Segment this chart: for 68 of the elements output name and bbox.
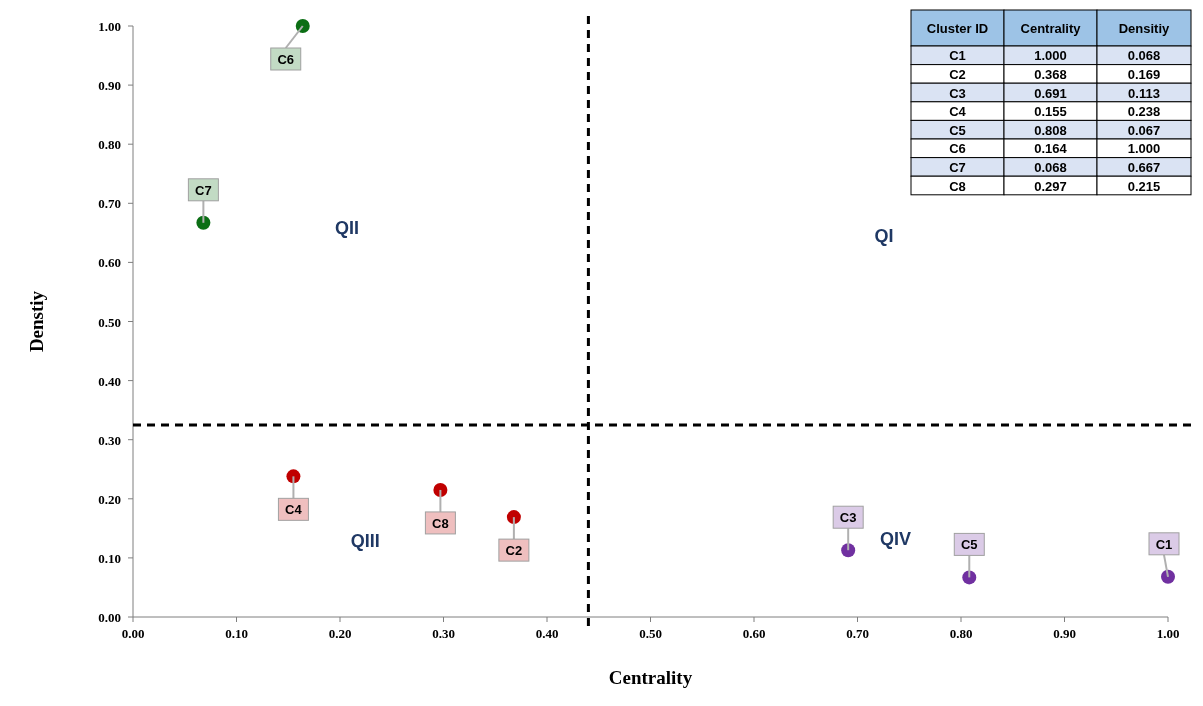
data-label: 0.155 (1034, 104, 1067, 120)
point (1161, 569, 1175, 584)
data-label: 0.215 (1127, 178, 1161, 194)
y-tick-label: 0.50 (98, 314, 121, 330)
x-tick-label: 0.70 (846, 626, 869, 641)
annotation: C1 (1155, 536, 1173, 552)
data-label: 0.169 (1127, 66, 1161, 82)
annotation: C3 (839, 510, 857, 526)
annotation: C7 (195, 182, 212, 198)
annotation: C2 (505, 543, 523, 559)
text: Cluster ID (926, 21, 989, 36)
x-tick-label: 0.60 (742, 626, 766, 641)
y-tick-label: 0.00 (98, 610, 121, 625)
annotation: QIV (880, 528, 912, 549)
data-label: 0.691 (1034, 85, 1067, 101)
y-tick-label: 0.40 (98, 373, 121, 389)
category-label: C1 (949, 48, 966, 64)
data-label: 0.068 (1034, 159, 1067, 175)
y-tick-label: 0.60 (98, 255, 121, 271)
y-tick-label: 0.90 (98, 78, 121, 94)
category-label: C3 (949, 85, 966, 101)
data-label: 0.068 (1127, 48, 1161, 64)
data-label: 0.238 (1127, 104, 1161, 120)
point (841, 543, 856, 558)
series-label: Densitiy (1118, 21, 1171, 36)
y-tick-label: 1.00 (98, 19, 121, 34)
category-label: C2 (949, 66, 966, 82)
data-label: 0.667 (1127, 159, 1161, 175)
y-axis-title: Denstiy (26, 290, 47, 353)
y-tick-label: 0.30 (98, 432, 121, 448)
annotation: C4 (285, 502, 303, 518)
annotation: C5 (960, 537, 978, 553)
annotation: C6 (277, 52, 295, 67)
x-tick-label: 0.80 (949, 626, 973, 641)
category-label: C6 (949, 141, 966, 157)
y-tick-label: 0.10 (98, 550, 121, 566)
point (506, 510, 521, 525)
point (295, 19, 310, 33)
y-tick-label: 0.70 (98, 196, 121, 212)
x-tick-label: 0.30 (432, 626, 455, 641)
data-label: 1.000 (1034, 48, 1067, 64)
data-label: 0.067 (1127, 122, 1161, 138)
y-tick-label: 0.20 (98, 491, 121, 507)
data-label: 0.297 (1034, 178, 1067, 194)
x-tick-label: 0.10 (225, 626, 248, 641)
annotation: C8 (432, 515, 449, 531)
point (433, 482, 448, 497)
y-tick-label: 0.80 (98, 137, 121, 153)
category-label: C7 (949, 159, 966, 175)
data-label: 0.368 (1034, 66, 1067, 82)
category-label: C4 (949, 104, 967, 120)
data-label: 0.164 (1034, 141, 1068, 157)
data-label: 0.808 (1034, 122, 1067, 138)
category-label: C5 (949, 122, 966, 138)
x-tick-label: 0.50 (639, 626, 662, 641)
data-label: 1.000 (1127, 141, 1161, 157)
x-tick-label: 0.20 (328, 626, 352, 641)
annotation: QI (874, 226, 894, 247)
x-tick-label: 1.00 (1156, 626, 1180, 641)
x-tick-label: 0.00 (121, 626, 145, 641)
data-label: 0.113 (1128, 85, 1160, 101)
annotation: QII (335, 218, 360, 239)
category-label: C8 (949, 178, 966, 194)
x-axis-title: Centrality (608, 667, 693, 688)
annotation: QIII (350, 530, 380, 551)
x-tick-label: 0.90 (1053, 626, 1076, 641)
x-tick-label: 0.40 (535, 626, 559, 641)
series-label: Centrality (1020, 21, 1082, 36)
